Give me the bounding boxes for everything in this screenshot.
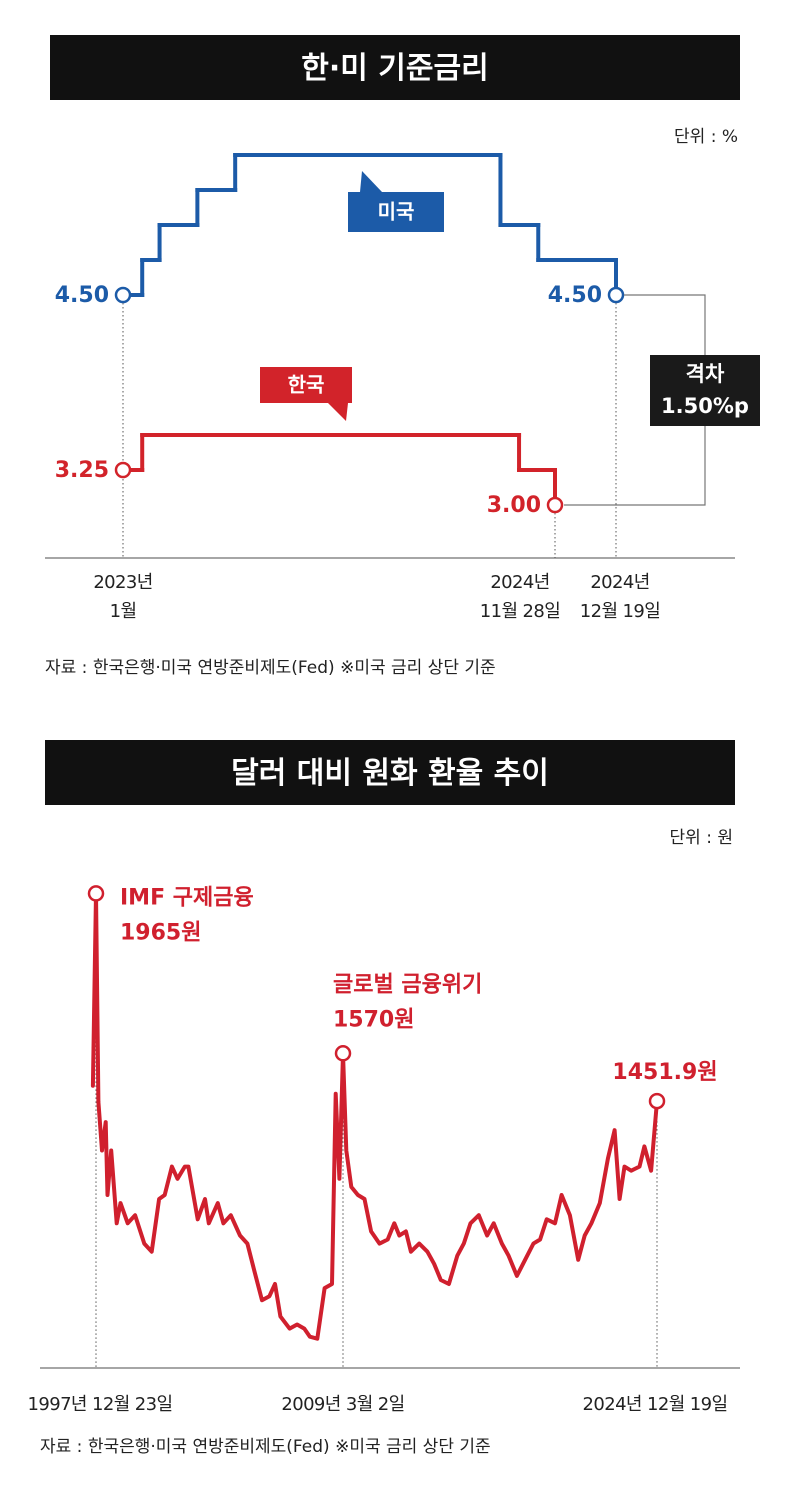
title-bar (50, 35, 740, 100)
point-marker (607, 286, 625, 304)
legend-label: 한국 (288, 373, 325, 397)
unit-label: 단위 : 원 (670, 828, 733, 848)
point-marker (546, 496, 564, 514)
rate-line (90, 891, 659, 1341)
value-label: 3.00 (487, 493, 541, 518)
legend-label: 미국 (378, 200, 415, 224)
value-label: 1570원 (333, 1007, 414, 1032)
value-label: 1965원 (120, 920, 201, 945)
value-label: 1451.9원 (612, 1060, 717, 1085)
point-marker (87, 885, 105, 902)
x-tick-label: 11월 28일 (480, 601, 560, 622)
gap-label: 1.50%p (661, 394, 749, 418)
source-note: 자료 : 한국은행·미국 연방준비제도(Fed) ※미국 금리 상단 기준 (40, 1437, 491, 1457)
x-tick-label: 1997년 12월 23일 (28, 1394, 173, 1415)
unit-label: 단위 : % (674, 127, 738, 147)
point-marker (114, 461, 132, 479)
x-tick-label: 2024년 (490, 572, 549, 593)
callout-pointer (328, 403, 348, 421)
point-marker (648, 1092, 666, 1110)
legend-box (348, 192, 444, 232)
x-tick-label: 12월 19일 (580, 601, 660, 622)
x-tick-label: 2009년 3월 2일 (281, 1394, 404, 1415)
point-marker (114, 286, 132, 304)
legend-box (260, 367, 352, 403)
point-marker (334, 1045, 352, 1062)
x-tick-label: 2024년 (590, 572, 649, 593)
event-label: IMF 구제금융 (120, 885, 254, 910)
gap-label: 격차 (686, 362, 725, 386)
event-label: 글로벌 금융위기 (333, 972, 482, 997)
chart-title: 한·미 기준금리 (301, 51, 488, 86)
value-label: 3.25 (55, 458, 109, 483)
value-label: 4.50 (548, 283, 602, 308)
title-bar (45, 740, 735, 805)
source-note: 자료 : 한국은행·미국 연방준비제도(Fed) ※미국 금리 상단 기준 (45, 658, 496, 678)
x-tick-label: 2023년 (93, 572, 152, 593)
x-tick-label: 2024년 12월 19일 (583, 1394, 728, 1415)
callout-pointer (360, 171, 382, 192)
gap-box (650, 355, 760, 426)
value-label: 4.50 (55, 283, 109, 308)
x-tick-label: 1월 (110, 601, 137, 622)
chart-title: 달러 대비 원화 환율 추이 (231, 756, 549, 791)
